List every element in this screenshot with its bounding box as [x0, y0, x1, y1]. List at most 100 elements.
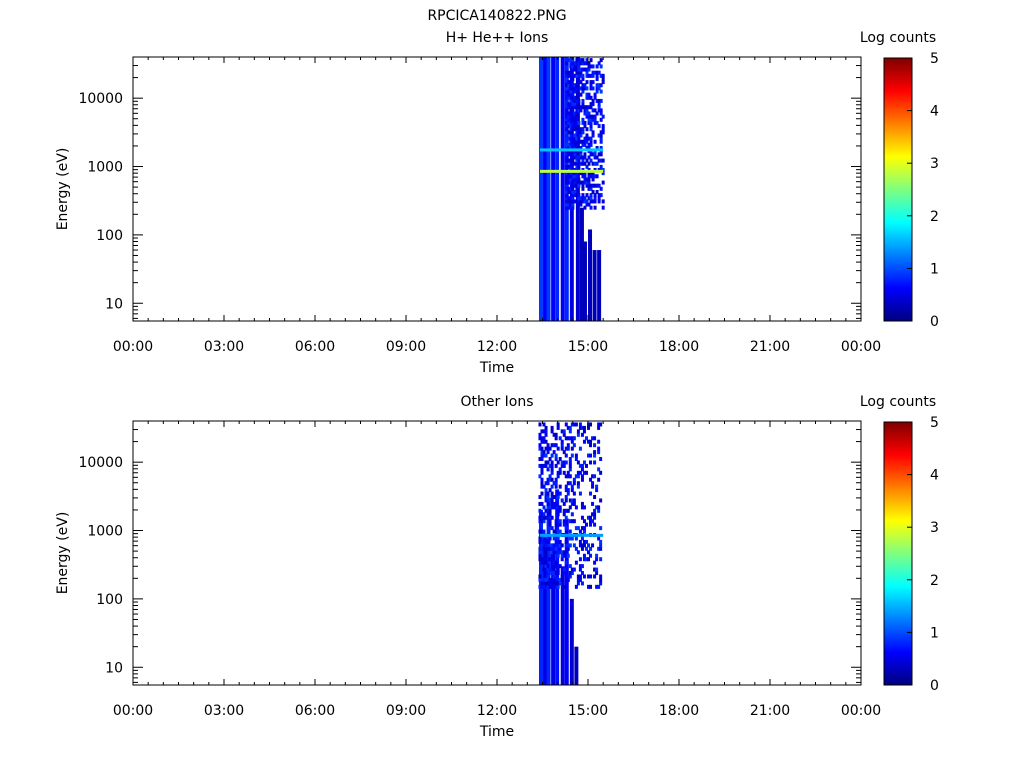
spectrogram-pixel [578, 539, 582, 544]
spectrogram-pixel [554, 564, 558, 569]
spectrogram-pixel [570, 422, 574, 427]
spectrogram-pixel [565, 127, 569, 132]
spectrogram-pixel [575, 158, 579, 163]
spectrogram-pixel [552, 501, 556, 506]
spectrogram-pixel [550, 453, 554, 458]
spectrogram-pixel [556, 550, 560, 555]
spectrogram-pixel [575, 136, 579, 141]
spectrogram-pixel [573, 193, 577, 198]
colorbar-scale [883, 421, 913, 686]
spectrogram-pixel [570, 436, 574, 441]
spectrogram-pixel [560, 463, 564, 468]
spectrogram-pixel [595, 584, 599, 589]
spectrogram-pixel [552, 564, 556, 569]
colorbar: Log counts 0 1 2 3 4 5 [860, 30, 939, 330]
spectrogram-pixel [566, 543, 570, 548]
spectrogram-pixel [599, 133, 603, 138]
spectrogram-pixel [565, 70, 569, 75]
spectrogram-pixel [583, 111, 587, 116]
spectrogram-pixel [564, 484, 568, 489]
spectrogram-pixel [573, 146, 577, 151]
spectrogram-pixel [581, 130, 585, 135]
spectrogram-pixel [580, 571, 584, 576]
spectrogram-pixel [571, 186, 575, 191]
spectrogram-pixel [573, 89, 577, 94]
spectrogram-pixel [550, 505, 554, 510]
spectrogram-pixel [546, 491, 550, 496]
spectrogram-pixel [595, 557, 599, 562]
spectrogram-pixel [568, 574, 572, 579]
spectrogram-pixel [579, 61, 583, 66]
spectrogram-pixel [589, 114, 593, 119]
spectrogram-pixel [569, 86, 573, 91]
spectrogram-pixel [595, 70, 599, 75]
spectrogram-pixel [581, 105, 585, 110]
spectrogram-pixel [568, 429, 572, 434]
spectrogram-pixel [593, 92, 597, 97]
spectrogram-pixel [593, 560, 597, 565]
spectrogram-pixel [597, 124, 601, 129]
spectrogram-pixel [582, 557, 586, 562]
spectrogram-pixel [571, 111, 575, 116]
spectrogram-pixel [556, 529, 560, 534]
spectrogram-pixel [597, 108, 601, 113]
spectrogram-pixel [569, 58, 573, 63]
spectrogram-pixel [554, 560, 558, 565]
spectrogram-pixel [575, 146, 579, 151]
spectrogram-pixel [554, 443, 558, 448]
spectrogram-pixel [564, 422, 568, 427]
spectrogram-pixel [587, 95, 591, 100]
spectrogram-pixel [554, 481, 558, 486]
spectrogram-pixel [548, 477, 552, 482]
spectrogram-pixel [582, 460, 586, 465]
spectrogram-pixel [576, 484, 580, 489]
spectrogram-pixel [571, 174, 575, 179]
spectrogram-pixel [550, 498, 554, 503]
spectrogram-pixel [576, 460, 580, 465]
spectrogram-pixel [558, 539, 562, 544]
spectrogram-pixel [573, 133, 577, 138]
spectrogram-pixel [538, 446, 542, 451]
spectrogram-pixel [578, 577, 582, 582]
spectrogram-pixel [577, 136, 581, 141]
spectrogram-pixel [589, 105, 593, 110]
spectrogram-pixel [556, 567, 560, 572]
spectrogram-pixel [589, 80, 593, 85]
spectrogram-pixel [572, 436, 576, 441]
spectrogram-pixel [567, 146, 571, 151]
spectrogram-pixel [585, 146, 589, 151]
spectrogram-pixel [597, 439, 601, 444]
spectrogram-pixel [567, 58, 571, 63]
spectrogram-pixel [583, 108, 587, 113]
spectrogram-pixel [583, 120, 587, 125]
spectrogram-pixel [591, 80, 595, 85]
spectrogram-pixel [597, 152, 601, 157]
spectrogram-pixel [567, 105, 571, 110]
y-axis-label: Energy (eV) [55, 512, 71, 595]
spectrogram-pixel [577, 196, 581, 201]
spectrogram-pixel [589, 120, 593, 125]
spectrogram-pixel [542, 463, 546, 468]
spectrogram-pixel [558, 505, 562, 510]
spectrogram-pixel [585, 92, 589, 97]
spectrogram-pixel [562, 512, 566, 517]
spectrogram-pixel [582, 429, 586, 434]
spectrogram-pixel [571, 102, 575, 107]
spectrogram-pixel [571, 64, 575, 69]
spectrogram-pixel [599, 581, 603, 586]
spectrogram-pixel [584, 539, 588, 544]
spectrogram-pixel [564, 495, 568, 500]
spectrogram-pixel [573, 117, 577, 122]
spectrogram-pixel [587, 73, 591, 78]
spectrogram-pixel [558, 457, 562, 462]
spectrogram-pixel [565, 130, 569, 135]
spectrogram-pixel [569, 130, 573, 135]
spectrogram-pixel [575, 174, 579, 179]
spectrogram-pixel [538, 519, 542, 524]
spectrogram-pixel [562, 584, 566, 589]
spectrogram-pixel [593, 174, 597, 179]
spectrogram-pixel [562, 522, 566, 527]
spectrogram-pixel [599, 422, 603, 427]
spectrogram-pixel [575, 142, 579, 147]
spectrogram-pixel [558, 577, 562, 582]
